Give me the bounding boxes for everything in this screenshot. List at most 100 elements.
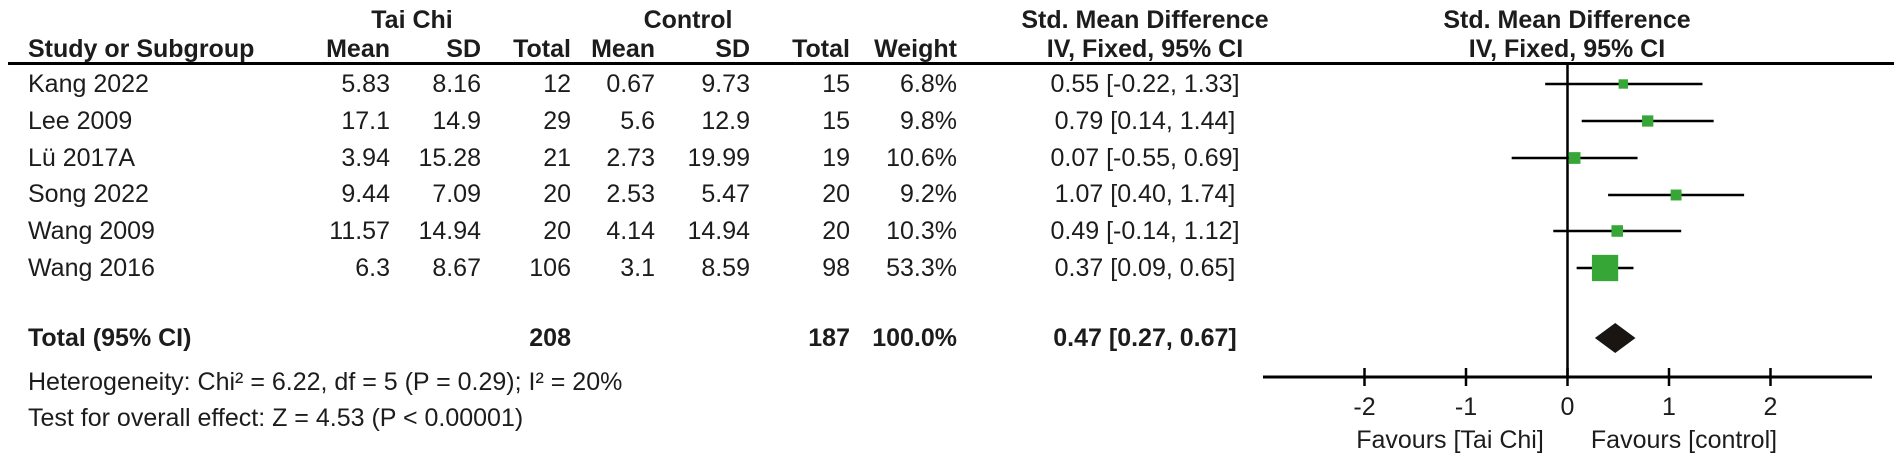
weight-value: 9.2% [900, 180, 957, 208]
effect-marker [1568, 152, 1581, 164]
sd1-value: 14.94 [418, 217, 481, 245]
effect-marker [1618, 79, 1629, 89]
study-name: Lee 2009 [28, 107, 133, 135]
col-header-total1: Total [513, 35, 571, 63]
effect-marker [1670, 189, 1682, 201]
col-header-sd1: SD [446, 35, 481, 63]
table-row: Wang 2016 6.3 8.67 106 3.1 8.59 98 53.3%… [0, 252, 1902, 285]
ci-value: 0.79 [0.14, 1.44] [1054, 107, 1236, 135]
mean1-value: 6.3 [355, 254, 390, 282]
effect-header-right: Std. Mean Difference [1443, 6, 1691, 34]
x-tick-label: 1 [1662, 393, 1676, 421]
col-header-weight: Weight [874, 35, 957, 63]
total2-value: 15 [822, 70, 850, 98]
heterogeneity-row: Heterogeneity: Chi² = 6.22, df = 5 (P = … [0, 366, 1902, 399]
total1-value: 29 [543, 107, 571, 135]
col-header-mean2: Mean [591, 35, 655, 63]
sd2-value: 12.9 [701, 107, 750, 135]
effect-marker [1591, 254, 1619, 282]
overall-effect-row: Test for overall effect: Z = 4.53 (P < 0… [0, 402, 1902, 435]
total-row: Total (95% CI) 208 187 100.0% 0.47 [0.27… [0, 322, 1902, 355]
effect-marker [1642, 115, 1654, 127]
sd2-value: 19.99 [687, 144, 750, 172]
ci-value: 0.49 [-0.14, 1.12] [1050, 217, 1240, 245]
col-header-ci-right: IV, Fixed, 95% CI [1468, 35, 1666, 63]
sd2-value: 9.73 [701, 70, 750, 98]
weight-value: 53.3% [886, 254, 957, 282]
col-header-total2: Total [792, 35, 850, 63]
col-header-ci: IV, Fixed, 95% CI [1046, 35, 1244, 63]
sd2-value: 5.47 [701, 180, 750, 208]
group-header-row: Tai Chi Control Std. Mean Difference Std… [0, 4, 1902, 37]
header-rule [8, 62, 1894, 65]
favours-left-label: Favours [Tai Chi] [1356, 426, 1544, 454]
ci-value: 0.55 [-0.22, 1.33] [1050, 70, 1240, 98]
x-tick-label: 0 [1561, 393, 1575, 421]
total1-value: 106 [529, 254, 571, 282]
ci-value: 1.07 [0.40, 1.74] [1054, 180, 1236, 208]
col-header-mean1: Mean [326, 35, 390, 63]
overall-effect-text: Test for overall effect: Z = 4.53 (P < 0… [28, 404, 524, 432]
mean2-value: 2.53 [606, 180, 655, 208]
column-header-row: Study or Subgroup Mean SD Total Mean SD … [0, 33, 1902, 66]
total2-value: 19 [822, 144, 850, 172]
total-ci: 0.47 [0.27, 0.67] [1053, 324, 1237, 352]
total1-value: 20 [543, 180, 571, 208]
weight-value: 6.8% [900, 70, 957, 98]
sd2-value: 8.59 [701, 254, 750, 282]
x-tick-label: -2 [1353, 393, 1375, 421]
total2-sum: 187 [808, 324, 850, 352]
col-header-study: Study or Subgroup [28, 35, 255, 63]
favours-right-label: Favours [control] [1591, 426, 1777, 454]
mean2-value: 4.14 [606, 217, 655, 245]
mean1-value: 9.44 [341, 180, 390, 208]
study-name: Wang 2009 [28, 217, 155, 245]
weight-value: 10.6% [886, 144, 957, 172]
sd2-value: 14.94 [687, 217, 750, 245]
table-row: Lee 2009 17.1 14.9 29 5.6 12.9 15 9.8% 0… [0, 105, 1902, 138]
group-header-taichi: Tai Chi [371, 6, 453, 34]
mean1-value: 17.1 [341, 107, 390, 135]
total2-value: 98 [822, 254, 850, 282]
total-weight: 100.0% [872, 324, 957, 352]
group-header-control: Control [643, 6, 733, 34]
total1-value: 21 [543, 144, 571, 172]
total2-value: 20 [822, 217, 850, 245]
mean1-value: 3.94 [341, 144, 390, 172]
weight-value: 10.3% [886, 217, 957, 245]
mean2-value: 0.67 [606, 70, 655, 98]
mean1-value: 11.57 [329, 217, 390, 245]
mean1-value: 5.83 [341, 70, 390, 98]
table-row: Song 2022 9.44 7.09 20 2.53 5.47 20 9.2%… [0, 178, 1902, 211]
sd1-value: 8.67 [432, 254, 481, 282]
x-tick-label: -1 [1455, 393, 1477, 421]
study-name: Wang 2016 [28, 254, 155, 282]
x-tick-label: 2 [1764, 393, 1778, 421]
total2-value: 15 [822, 107, 850, 135]
sd1-value: 14.9 [432, 107, 481, 135]
table-row: Wang 2009 11.57 14.94 20 4.14 14.94 20 1… [0, 215, 1902, 248]
effect-header-left: Std. Mean Difference [1021, 6, 1269, 34]
study-name: Song 2022 [28, 180, 149, 208]
effect-marker [1611, 225, 1624, 237]
mean2-value: 3.1 [620, 254, 655, 282]
sd1-value: 7.09 [432, 180, 481, 208]
table-row: Lü 2017A 3.94 15.28 21 2.73 19.99 19 10.… [0, 142, 1902, 175]
total1-value: 20 [543, 217, 571, 245]
weight-value: 9.8% [900, 107, 957, 135]
total-label: Total (95% CI) [28, 324, 192, 352]
sd1-value: 8.16 [432, 70, 481, 98]
total1-sum: 208 [529, 324, 571, 352]
total1-value: 12 [543, 70, 571, 98]
sd1-value: 15.28 [418, 144, 481, 172]
heterogeneity-text: Heterogeneity: Chi² = 6.22, df = 5 (P = … [28, 368, 623, 396]
ci-value: 0.37 [0.09, 0.65] [1054, 254, 1236, 282]
total2-value: 20 [822, 180, 850, 208]
study-name: Kang 2022 [28, 70, 149, 98]
mean2-value: 2.73 [606, 144, 655, 172]
table-row: Kang 2022 5.83 8.16 12 0.67 9.73 15 6.8%… [0, 68, 1902, 101]
ci-value: 0.07 [-0.55, 0.69] [1050, 144, 1240, 172]
study-name: Lü 2017A [28, 144, 136, 172]
